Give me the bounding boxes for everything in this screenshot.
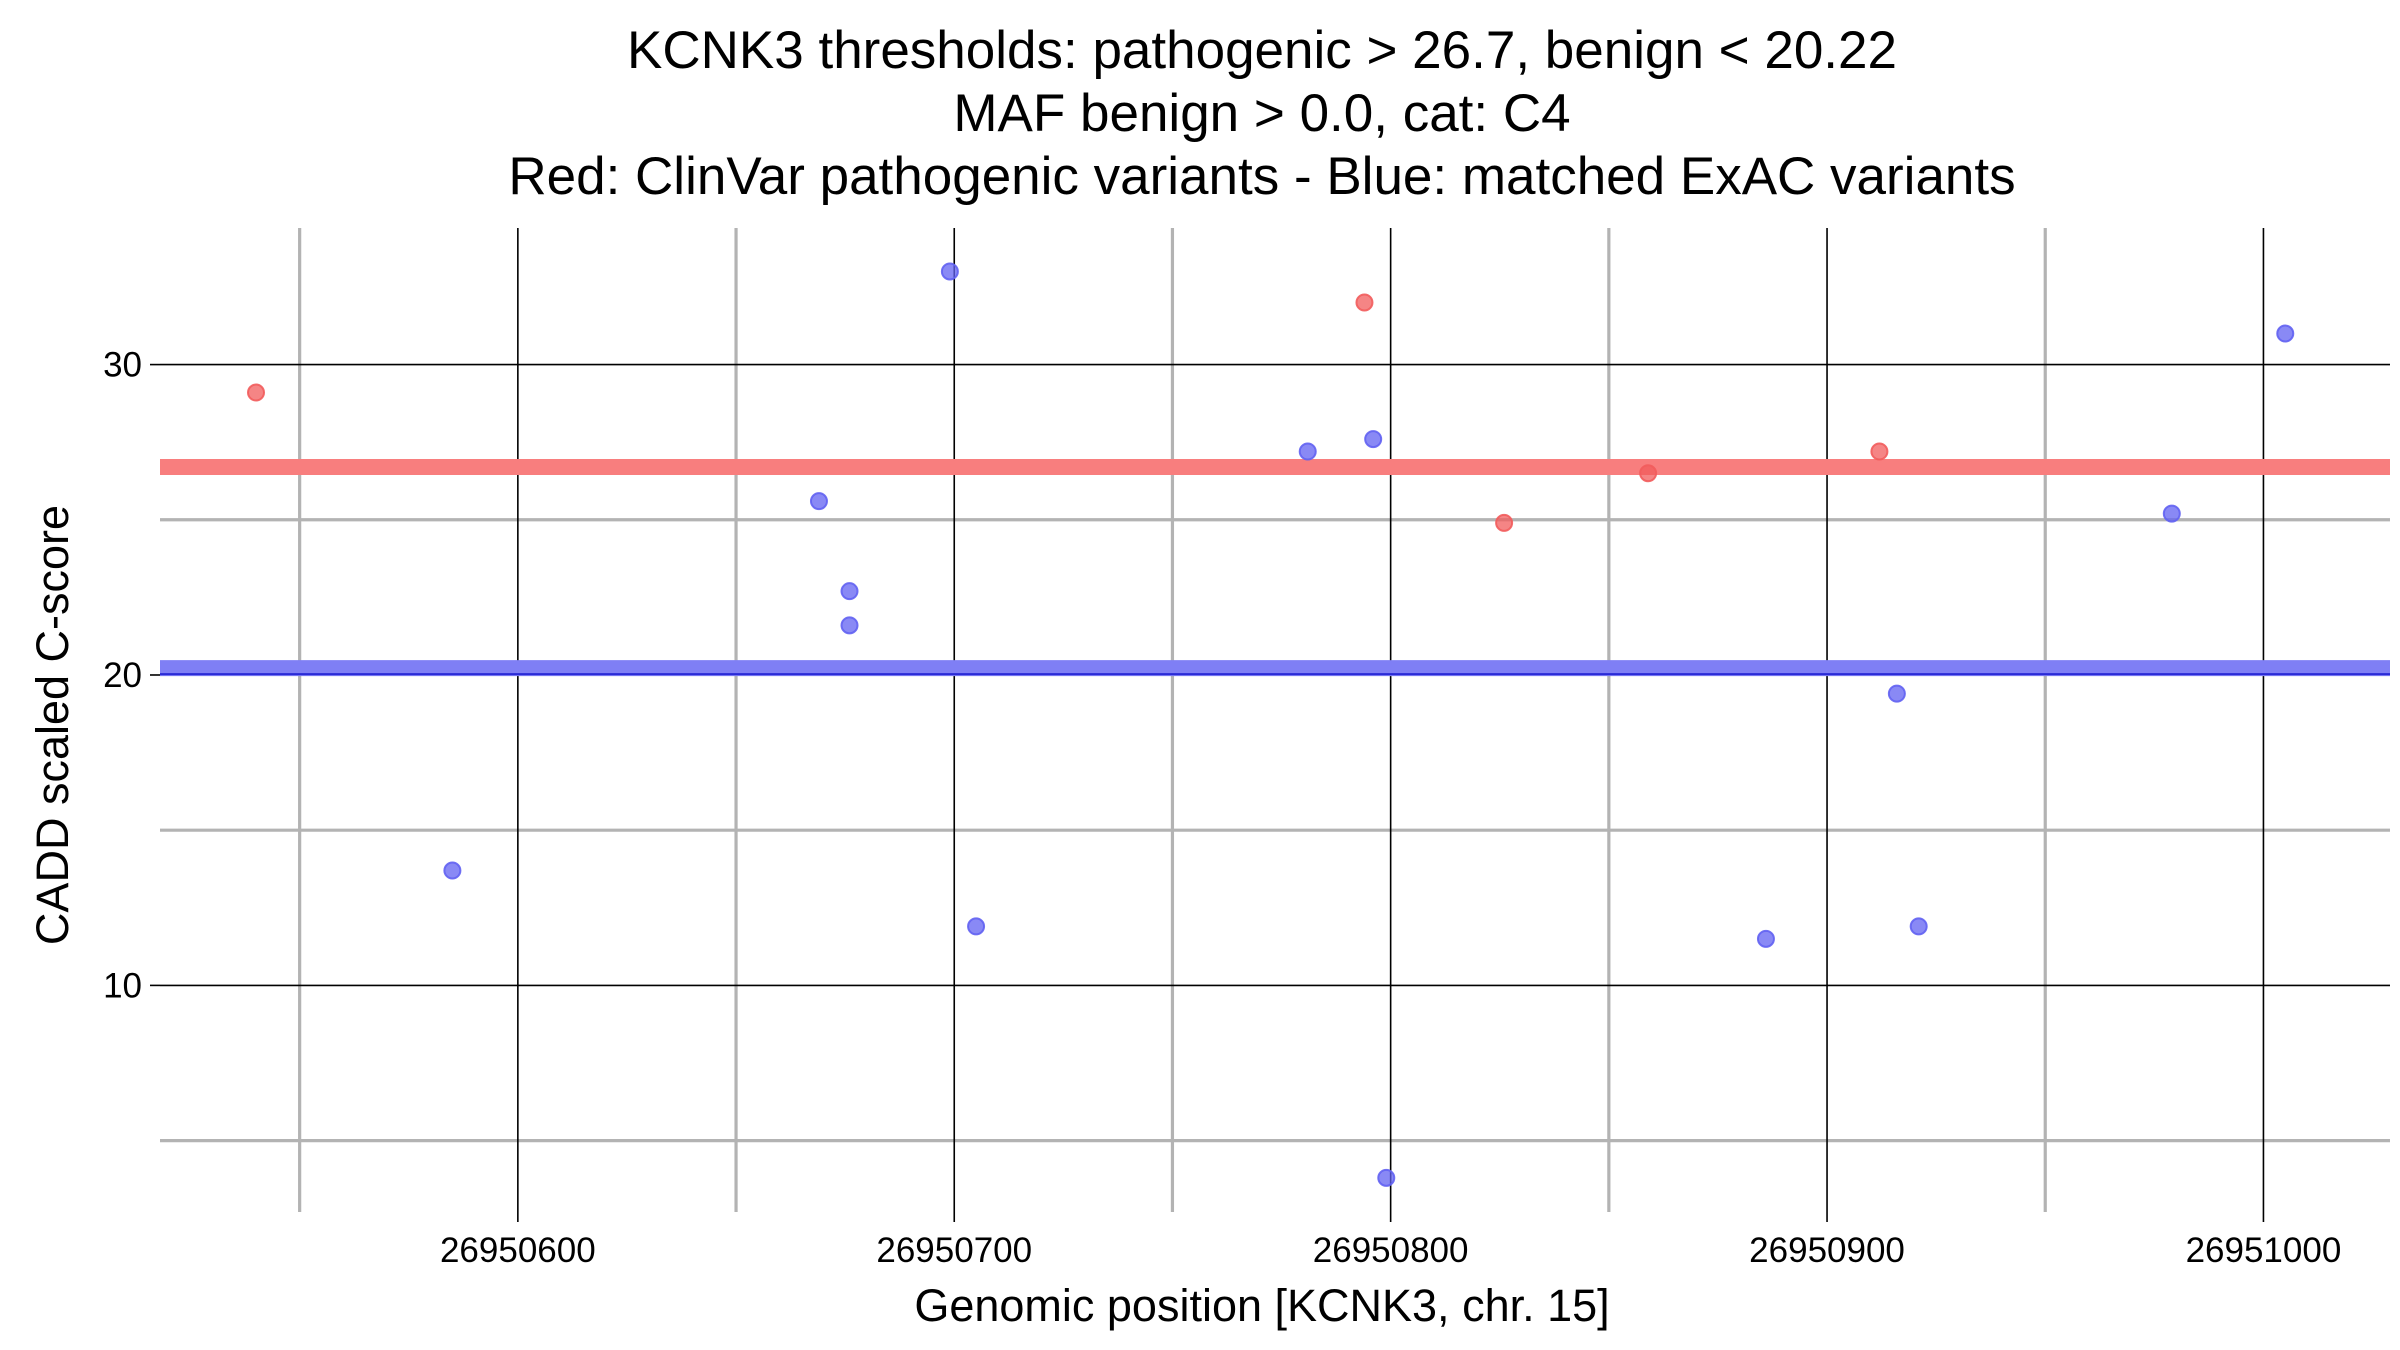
matched-exac-variants-point xyxy=(1887,684,1906,703)
threshold-lines xyxy=(160,459,2390,677)
x-axis-tick-labels: 26950600 26950700 26950800 26950900 26951000 xyxy=(440,1231,2341,1270)
clinvar-pathogenic-variants-point xyxy=(1495,513,1514,532)
matched-exac-variants-point xyxy=(2162,504,2181,523)
x-tick-label: 26950800 xyxy=(1313,1231,1469,1270)
matched-exac-variants-point xyxy=(443,861,462,880)
x-tick-label: 26950900 xyxy=(1749,1231,1905,1270)
matched-exac-variants-point xyxy=(2276,324,2295,343)
minor-gridlines xyxy=(160,228,2390,1212)
y-axis-title: CADD scaled C-score xyxy=(27,505,78,945)
x-tick-label: 26950600 xyxy=(440,1231,596,1270)
data-points xyxy=(247,262,2295,1187)
x-axis-title: Genomic position [KCNK3, chr. 15] xyxy=(914,1280,1609,1331)
clinvar-pathogenic-variants-point xyxy=(1355,293,1374,312)
clinvar-pathogenic-variants-point xyxy=(1870,442,1889,461)
x-tick-label: 26950700 xyxy=(876,1231,1032,1270)
matched-exac-variants-point xyxy=(1364,430,1383,449)
matched-exac-variants-point xyxy=(1298,442,1317,461)
title-line-1: KCNK3 thresholds: pathogenic > 26.7, ben… xyxy=(627,21,1897,80)
matched-exac-variants-point xyxy=(940,262,959,281)
y-axis-tick-labels: 10 20 30 xyxy=(103,346,142,1006)
matched-exac-variants-point xyxy=(840,616,859,635)
matched-exac-variants-point xyxy=(1909,917,1928,936)
chart-title: KCNK3 thresholds: pathogenic > 26.7, ben… xyxy=(508,21,2015,206)
x-tick-label: 26951000 xyxy=(2186,1231,2342,1270)
y-tick-label: 30 xyxy=(103,346,142,385)
matched-exac-variants-point xyxy=(967,917,986,936)
title-line-2: MAF benign > 0.0, cat: C4 xyxy=(953,84,1570,143)
y-tick-label: 20 xyxy=(103,656,142,695)
clinvar-pathogenic-variants-point xyxy=(1639,464,1658,483)
matched-exac-variants-point xyxy=(809,492,828,511)
clinvar-pathogenic-variants-point xyxy=(247,383,266,402)
y-tick-label: 10 xyxy=(103,966,142,1005)
axis-ticks xyxy=(150,363,2265,1222)
title-line-3: Red: ClinVar pathogenic variants - Blue:… xyxy=(508,147,2015,206)
matched-exac-variants-point xyxy=(1377,1168,1396,1187)
major-gridlines xyxy=(160,228,2390,1212)
matched-exac-variants-point xyxy=(840,582,859,601)
matched-exac-variants-point xyxy=(1756,929,1775,948)
